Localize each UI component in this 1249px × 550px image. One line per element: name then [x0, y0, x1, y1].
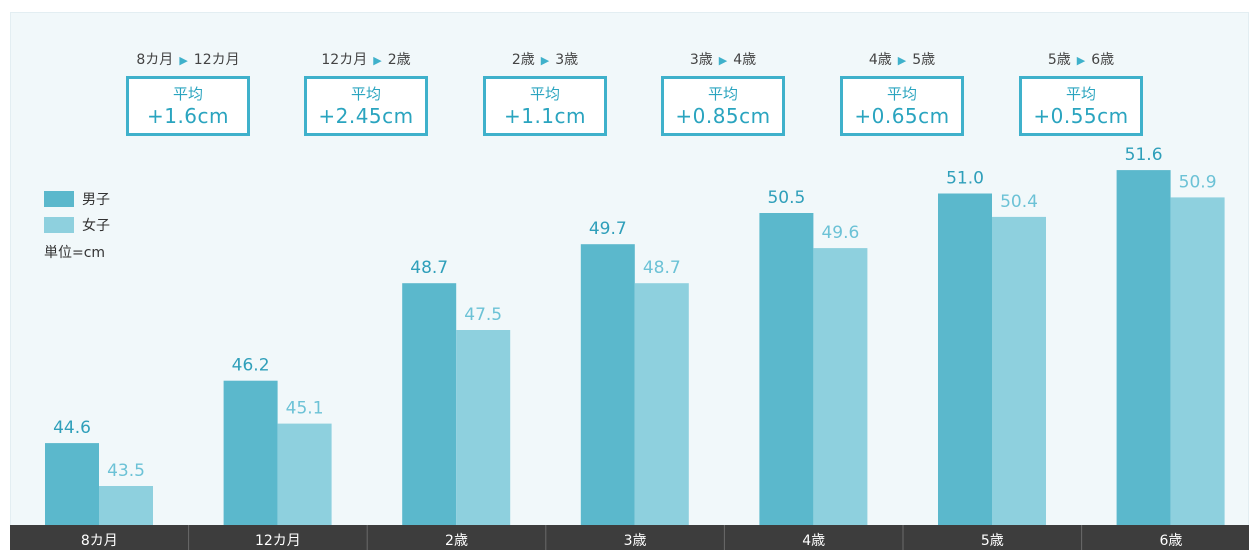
- increment-range: 2歳 ▶ 3歳: [470, 50, 620, 70]
- average-value: +0.65cm: [854, 104, 950, 128]
- increment-range: 4歳 ▶ 5歳: [827, 50, 977, 70]
- play-arrow-icon: ▶: [897, 54, 907, 67]
- average-increase-box: 平均 +2.45cm: [304, 76, 428, 136]
- average-title: 平均: [886, 85, 917, 103]
- x-tick-label-2: 2歳: [445, 533, 468, 549]
- range-from: 4歳: [868, 52, 892, 68]
- average-increase-box: 平均 +0.55cm: [1019, 76, 1143, 136]
- value-label-boys-4: 50.5: [767, 188, 805, 208]
- increment-step-1: 8カ月 ▶ 12カ月 平均 +1.6cm: [113, 50, 263, 136]
- value-label-boys-2: 48.7: [410, 258, 448, 278]
- increment-step-5: 4歳 ▶ 5歳 平均 +0.65cm: [827, 50, 977, 136]
- value-label-boys-0: 44.6: [53, 418, 91, 438]
- average-title: 平均: [529, 85, 560, 103]
- range-from: 5歳: [1047, 52, 1071, 68]
- average-title: 平均: [707, 85, 738, 103]
- value-label-girls-3: 48.7: [643, 258, 681, 278]
- bar-girls-2: [456, 330, 511, 525]
- increment-range: 5歳 ▶ 6歳: [1006, 50, 1156, 70]
- play-arrow-icon: ▶: [373, 54, 382, 67]
- range-to: 12カ月: [193, 52, 240, 68]
- increment-step-3: 2歳 ▶ 3歳 平均 +1.1cm: [470, 50, 620, 136]
- x-tick-label-0: 8カ月: [81, 533, 118, 549]
- range-from: 8カ月: [136, 52, 174, 68]
- legend: 男子 女子 単位=cm: [44, 186, 110, 262]
- average-increase-box: 平均 +1.6cm: [126, 76, 250, 136]
- bar-boys-0: [45, 443, 99, 525]
- range-to: 4歳: [733, 52, 757, 68]
- average-title: 平均: [172, 85, 203, 103]
- bar-girls-0: [99, 486, 153, 525]
- average-value: +2.45cm: [318, 104, 414, 128]
- value-label-boys-6: 51.6: [1125, 145, 1163, 165]
- play-arrow-icon: ▶: [540, 54, 550, 67]
- bar-boys-6: [1116, 170, 1171, 525]
- average-increase-box: 平均 +1.1cm: [483, 76, 607, 136]
- average-value: +1.1cm: [503, 104, 587, 128]
- average-title: 平均: [1065, 85, 1096, 103]
- average-value: +0.55cm: [1033, 104, 1129, 128]
- x-axis-band: [10, 525, 1249, 550]
- play-arrow-icon: ▶: [1076, 54, 1086, 67]
- value-label-girls-1: 45.1: [286, 399, 324, 419]
- value-label-girls-5: 50.4: [1000, 192, 1038, 212]
- x-tick-label-5: 5歳: [981, 533, 1004, 549]
- bar-boys-3: [580, 244, 635, 525]
- x-tick-label-1: 12カ月: [255, 533, 301, 549]
- increment-range: 12カ月 ▶ 2歳: [291, 50, 441, 70]
- value-label-girls-4: 49.6: [821, 223, 859, 243]
- legend-swatch-girls: [44, 217, 74, 233]
- increment-step-4: 3歳 ▶ 4歳 平均 +0.85cm: [648, 50, 798, 136]
- bar-girls-5: [992, 216, 1046, 525]
- play-arrow-icon: ▶: [179, 54, 188, 67]
- value-label-girls-0: 43.5: [107, 461, 145, 481]
- bar-girls-1: [277, 423, 332, 525]
- range-to: 2歳: [387, 52, 411, 68]
- value-label-boys-5: 51.0: [946, 169, 984, 189]
- bar-boys-2: [402, 283, 457, 525]
- unit-label: 単位=cm: [44, 245, 106, 261]
- value-label-girls-6: 50.9: [1179, 172, 1217, 192]
- average-title: 平均: [350, 85, 381, 103]
- x-tick-label-6: 6歳: [1159, 533, 1182, 549]
- range-from: 3歳: [689, 52, 713, 68]
- legend-item-girls: 女子: [44, 212, 110, 238]
- bar-boys-1: [223, 380, 278, 525]
- range-to: 5歳: [912, 52, 936, 68]
- bar-girls-4: [813, 248, 868, 525]
- range-to: 6歳: [1091, 52, 1115, 68]
- increment-range: 3歳 ▶ 4歳: [648, 50, 798, 70]
- range-to: 3歳: [555, 52, 579, 68]
- bar-girls-3: [634, 283, 689, 525]
- bar-boys-5: [938, 193, 992, 525]
- x-tick-label-4: 4歳: [802, 533, 825, 549]
- range-from: 12カ月: [321, 52, 368, 68]
- value-label-boys-1: 46.2: [232, 356, 270, 376]
- value-label-girls-2: 47.5: [464, 305, 502, 325]
- legend-label-boys: 男子: [82, 192, 110, 208]
- average-value: +0.85cm: [675, 104, 771, 128]
- value-label-boys-3: 49.7: [589, 219, 627, 239]
- x-tick-label-3: 3歳: [624, 533, 647, 549]
- legend-swatch-boys: [44, 191, 74, 207]
- legend-label-girls: 女子: [82, 218, 110, 234]
- legend-item-boys: 男子: [44, 186, 110, 212]
- average-increase-box: 平均 +0.65cm: [840, 76, 964, 136]
- increment-range: 8カ月 ▶ 12カ月: [113, 50, 263, 70]
- play-arrow-icon: ▶: [718, 54, 728, 67]
- increment-step-6: 5歳 ▶ 6歳 平均 +0.55cm: [1006, 50, 1156, 136]
- average-increase-box: 平均 +0.85cm: [661, 76, 785, 136]
- bar-boys-4: [759, 213, 814, 525]
- average-value: +1.6cm: [146, 104, 230, 128]
- bar-girls-6: [1170, 197, 1225, 525]
- increment-step-2: 12カ月 ▶ 2歳 平均 +2.45cm: [291, 50, 441, 136]
- range-from: 2歳: [511, 52, 535, 68]
